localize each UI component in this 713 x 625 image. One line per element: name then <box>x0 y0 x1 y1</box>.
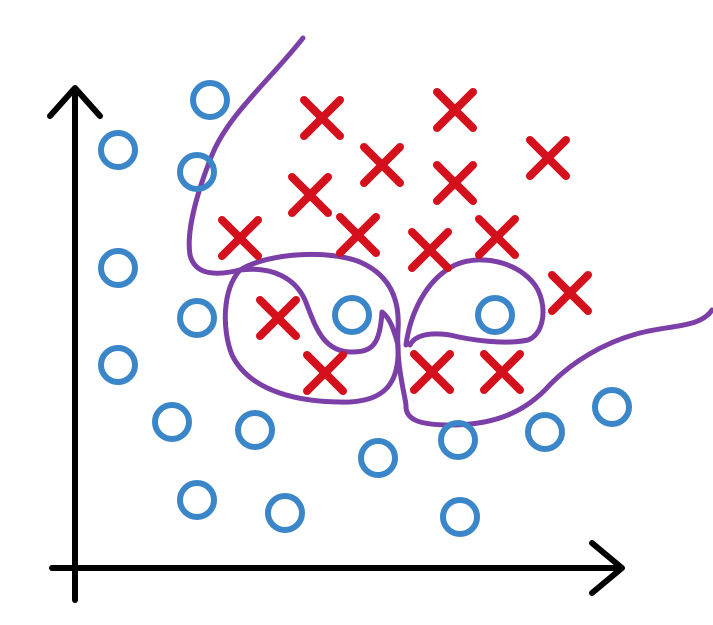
x-mark-stroke <box>548 271 592 315</box>
x-mark-stroke <box>433 161 477 205</box>
positive-x-marker <box>408 228 452 272</box>
negative-circle-marker <box>152 402 192 442</box>
x-mark-stroke <box>480 350 524 394</box>
negative-class-markers <box>98 80 632 537</box>
negative-circle-marker <box>235 410 275 450</box>
x-mark-stroke <box>410 350 454 394</box>
decision-boundary-left-pocket <box>222 266 401 405</box>
positive-x-marker <box>360 143 404 187</box>
negative-circle-marker <box>177 298 217 338</box>
x-mark-stroke <box>475 215 519 259</box>
positive-x-marker <box>336 213 380 257</box>
negative-circle-marker <box>98 248 138 288</box>
x-mark-stroke <box>433 88 477 132</box>
x-mark-stroke <box>336 213 380 257</box>
positive-class-markers <box>218 88 592 395</box>
x-axis-arrowhead <box>589 540 625 596</box>
x-mark-stroke <box>300 96 344 140</box>
positive-x-marker <box>433 88 477 132</box>
negative-circle-marker <box>190 80 230 120</box>
decision-boundary-main <box>186 35 713 428</box>
negative-circle-marker <box>475 295 515 335</box>
negative-circle-marker <box>438 420 478 460</box>
negative-circle-marker <box>177 152 217 192</box>
x-mark-stroke <box>288 173 332 217</box>
negative-circle-marker <box>332 295 372 335</box>
x-mark-stroke <box>408 228 452 272</box>
positive-x-marker <box>218 216 262 260</box>
negative-circle-marker <box>358 438 398 478</box>
x-mark-stroke <box>526 136 570 180</box>
x-mark-stroke <box>218 216 262 260</box>
negative-circle-marker <box>177 480 217 520</box>
negative-circle-marker <box>440 497 480 537</box>
positive-x-marker <box>433 161 477 205</box>
positive-x-marker <box>288 173 332 217</box>
negative-circle-marker <box>525 412 565 452</box>
positive-x-marker <box>475 215 519 259</box>
negative-circle-marker <box>265 493 305 533</box>
negative-circle-marker <box>98 130 138 170</box>
positive-x-marker <box>526 136 570 180</box>
negative-circle-marker <box>98 345 138 385</box>
y-axis-arrowhead <box>47 85 103 119</box>
negative-circle-marker <box>592 387 632 427</box>
axes <box>47 85 625 603</box>
decision-boundary-right-pocket <box>403 257 546 348</box>
x-mark-stroke <box>360 143 404 187</box>
positive-x-marker <box>300 96 344 140</box>
x-mark-stroke <box>256 296 300 340</box>
positive-x-marker <box>256 296 300 340</box>
positive-x-marker <box>480 350 524 394</box>
positive-x-marker <box>410 350 454 394</box>
positive-x-marker <box>303 351 347 395</box>
x-mark-stroke <box>303 351 347 395</box>
positive-x-marker <box>548 271 592 315</box>
